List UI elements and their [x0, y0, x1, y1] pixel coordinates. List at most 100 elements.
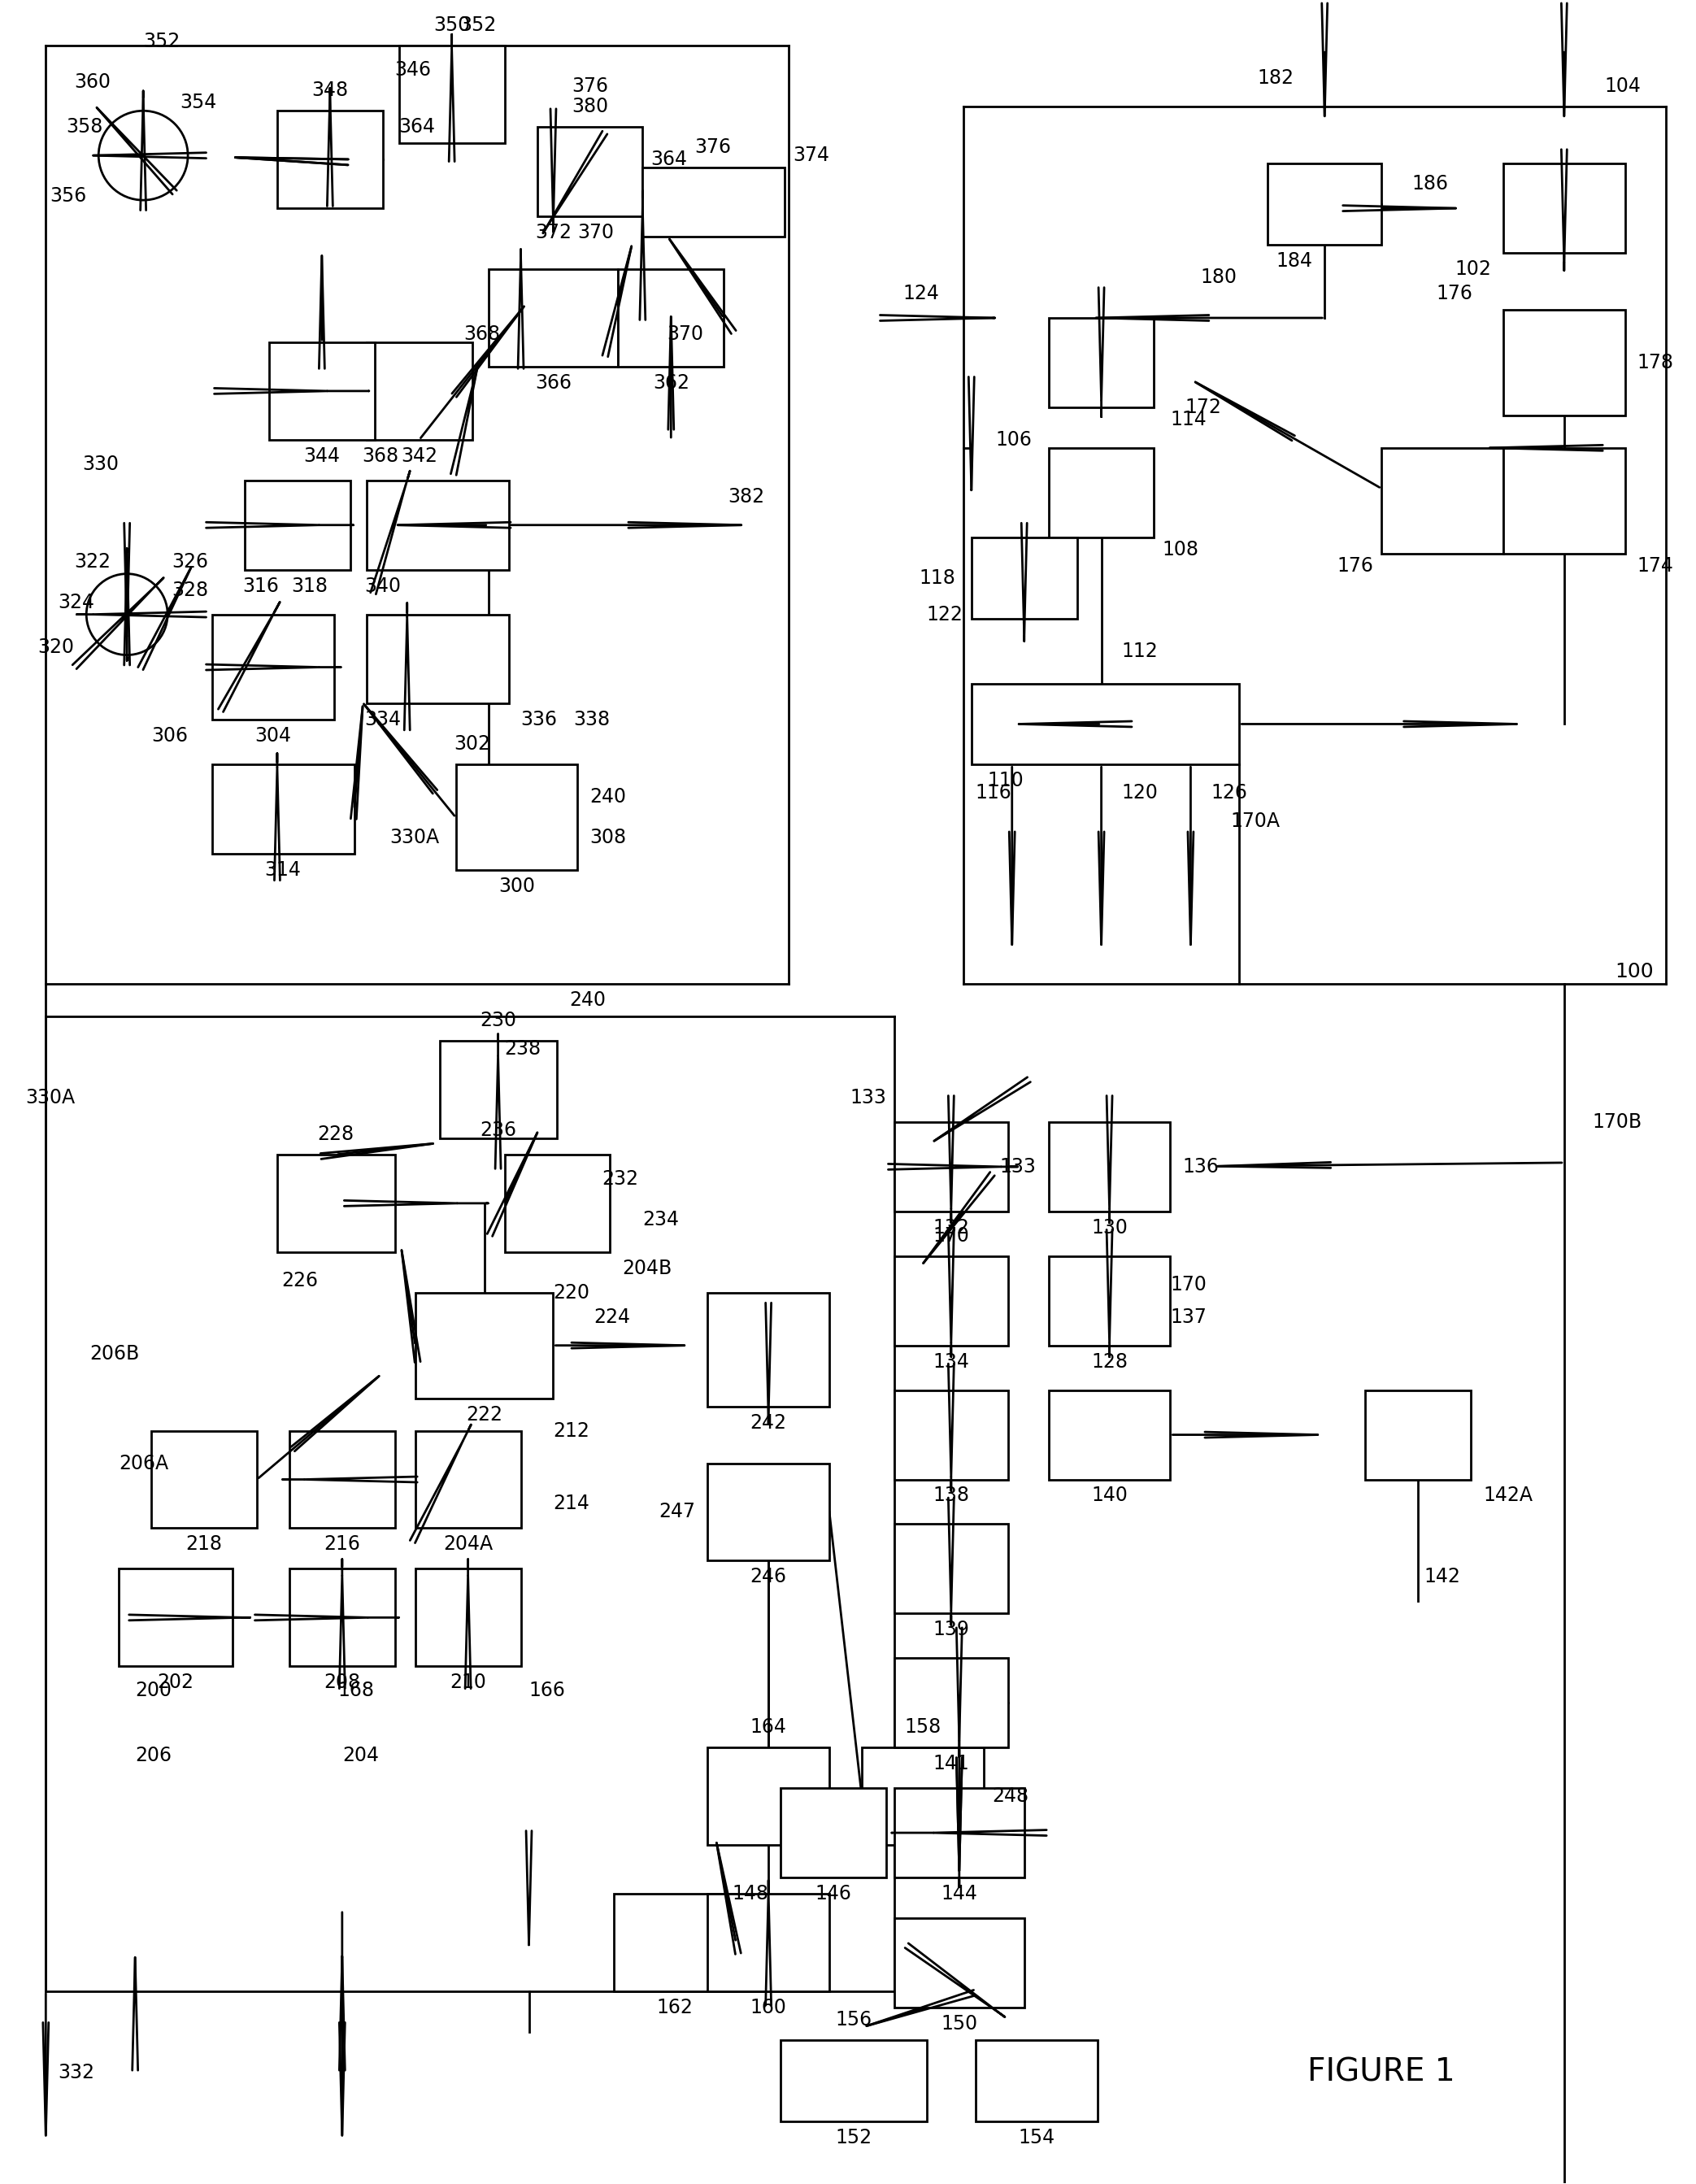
Text: 150: 150	[941, 2014, 977, 2033]
Text: 368: 368	[363, 446, 399, 465]
Text: 368: 368	[465, 325, 500, 343]
Text: 350: 350	[434, 15, 470, 35]
Text: 130: 130	[1091, 1219, 1128, 1238]
Bar	[972, 684, 1240, 764]
Bar	[643, 168, 785, 236]
Text: 208: 208	[324, 1673, 361, 1693]
Text: 140: 140	[1091, 1485, 1128, 1505]
Text: 142A: 142A	[1482, 1485, 1533, 1505]
Text: 136: 136	[1182, 1158, 1219, 1177]
Text: 104: 104	[1604, 76, 1642, 96]
Text: 248: 248	[992, 1787, 1028, 1806]
Bar	[439, 1042, 558, 1138]
Text: 240: 240	[590, 788, 626, 806]
Text: 128: 128	[1091, 1352, 1128, 1372]
Text: 160: 160	[750, 1998, 787, 2018]
Text: 336: 336	[521, 710, 558, 729]
Text: 376: 376	[572, 76, 609, 96]
Text: 174: 174	[1637, 557, 1674, 574]
Text: 116: 116	[975, 784, 1013, 804]
Bar	[780, 2040, 926, 2121]
Bar	[244, 480, 351, 570]
Text: 238: 238	[504, 1040, 541, 1059]
Text: 380: 380	[572, 96, 609, 116]
Bar	[416, 1431, 521, 1529]
Text: 326: 326	[171, 553, 209, 572]
Text: 352: 352	[142, 33, 180, 52]
Bar	[1048, 1256, 1170, 1345]
Text: 216: 216	[324, 1535, 360, 1555]
Text: 118: 118	[919, 568, 955, 587]
Text: 316: 316	[243, 577, 280, 596]
Text: 352: 352	[460, 15, 497, 35]
Text: 330A: 330A	[25, 1088, 75, 1107]
Text: 184: 184	[1275, 251, 1313, 271]
Text: 364: 364	[651, 151, 687, 170]
Text: 114: 114	[1170, 411, 1208, 430]
Bar	[707, 1463, 829, 1562]
Text: 148: 148	[733, 1885, 768, 1904]
Text: 314: 314	[265, 860, 302, 880]
Text: 210: 210	[449, 1673, 487, 1693]
Text: 247: 247	[658, 1503, 695, 1522]
Text: 322: 322	[75, 553, 110, 572]
Text: 338: 338	[573, 710, 611, 729]
Text: 306: 306	[151, 727, 188, 747]
Text: 372: 372	[534, 223, 572, 242]
Text: 139: 139	[933, 1621, 970, 1640]
Text: 324: 324	[58, 592, 95, 612]
Bar	[780, 1789, 887, 1878]
Text: 346: 346	[395, 61, 431, 81]
Text: 364: 364	[399, 118, 436, 138]
Text: 112: 112	[1121, 642, 1158, 662]
Circle shape	[98, 111, 188, 201]
Bar	[416, 1293, 553, 1398]
Text: 180: 180	[1201, 269, 1238, 286]
Text: 170B: 170B	[1593, 1112, 1642, 1131]
Bar	[366, 343, 471, 439]
Bar	[975, 2040, 1097, 2121]
Text: 206B: 206B	[90, 1343, 139, 1363]
Text: 302: 302	[455, 734, 490, 753]
Text: 126: 126	[1211, 784, 1248, 804]
Text: 344: 344	[304, 446, 341, 465]
Text: 236: 236	[480, 1120, 517, 1140]
Bar	[894, 1658, 1007, 1747]
Circle shape	[86, 574, 168, 655]
Text: 132: 132	[933, 1219, 970, 1238]
Bar	[707, 1293, 829, 1406]
Text: 214: 214	[553, 1494, 590, 1514]
Text: 124: 124	[902, 284, 940, 304]
Text: 234: 234	[643, 1210, 678, 1230]
Text: 320: 320	[37, 638, 75, 657]
Bar	[1048, 448, 1153, 537]
Text: 370: 370	[578, 223, 614, 242]
Bar	[366, 480, 509, 570]
Text: 100: 100	[1615, 961, 1654, 981]
Text: 242: 242	[750, 1413, 787, 1433]
Text: 134: 134	[933, 1352, 970, 1372]
Text: 186: 186	[1411, 175, 1448, 194]
Text: 172: 172	[1184, 397, 1221, 417]
Text: 334: 334	[365, 710, 400, 729]
Text: 328: 328	[171, 581, 209, 601]
Bar	[894, 1918, 1024, 2007]
Text: 122: 122	[926, 605, 963, 625]
Text: 354: 354	[180, 94, 217, 111]
Text: 204B: 204B	[622, 1258, 672, 1278]
Text: 138: 138	[933, 1485, 970, 1505]
Text: 212: 212	[553, 1422, 590, 1441]
Text: 226: 226	[282, 1271, 317, 1291]
Text: 204A: 204A	[443, 1535, 494, 1555]
Text: FIGURE 1: FIGURE 1	[1308, 2057, 1455, 2088]
Text: 224: 224	[594, 1308, 631, 1326]
Text: 166: 166	[529, 1682, 565, 1701]
Text: 170: 170	[933, 1225, 970, 1245]
Text: 308: 308	[590, 828, 626, 847]
Text: 106: 106	[996, 430, 1033, 450]
Bar	[894, 1389, 1007, 1479]
Text: 144: 144	[941, 1885, 977, 1904]
Text: 102: 102	[1455, 260, 1491, 280]
Bar	[290, 1568, 395, 1666]
Bar	[151, 1431, 256, 1529]
